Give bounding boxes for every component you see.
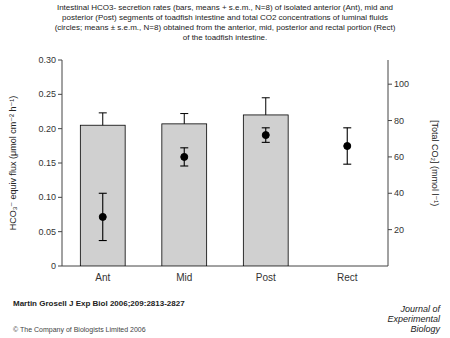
y2-tick	[388, 156, 392, 157]
journal-logo: Journal ofExperimentalBiology	[387, 304, 441, 334]
journal-logo-line: Experimental	[387, 314, 441, 324]
y-tick	[58, 128, 62, 129]
error-bar-stem	[184, 114, 185, 124]
error-bar-stem	[102, 113, 103, 125]
journal-logo-line: Biology	[410, 324, 440, 334]
y-axis-line	[62, 60, 63, 266]
y-tick-label: 0.25	[38, 89, 56, 99]
footer: Martin Grosell J Exp Biol 2006;209:2813-…	[13, 299, 441, 334]
y2-tick-label: 20	[394, 225, 404, 235]
point	[181, 153, 188, 160]
error-bar-stem	[265, 98, 266, 115]
error-bar-cap	[180, 113, 188, 114]
bar	[243, 115, 288, 266]
error-bar-cap	[343, 164, 351, 165]
x-tick-label: Rect	[337, 272, 358, 283]
error-bar-cap	[180, 147, 188, 148]
error-bar	[180, 114, 188, 124]
citation: Martin Grosell J Exp Biol 2006;209:2813-…	[13, 299, 185, 308]
y2-tick	[388, 84, 392, 85]
axes: 0 0.05 0.10 0.15 0.20 0.25 0.30 20 40 60 80 100 Ant M…	[8, 55, 440, 283]
y-axis-title: HCO₃⁻ equiv flux (μmol cm⁻² h⁻¹)	[8, 96, 18, 231]
series-1	[99, 128, 352, 241]
error-bar-cap	[343, 127, 351, 128]
y-tick	[58, 94, 62, 95]
y-tick	[58, 163, 62, 164]
error-bar	[262, 128, 270, 143]
y2-axis-line	[388, 60, 389, 266]
y2-tick-label: 100	[394, 79, 409, 89]
error-bar	[343, 128, 351, 164]
y2-tick	[388, 229, 392, 230]
y2-tick	[388, 120, 392, 121]
y2-tick-label: 60	[394, 152, 404, 162]
y-tick-label: 0.05	[38, 227, 56, 237]
y-tick-label: 0.15	[38, 158, 56, 168]
error-bar	[180, 148, 188, 166]
y-tick	[58, 60, 62, 61]
point	[99, 213, 106, 220]
x-tick-label: Ant	[95, 272, 110, 283]
y-tick	[58, 266, 62, 267]
copyright: © The Company of Biologists Limited 2006	[13, 326, 146, 334]
title-line: (circles; means ± s.e.m., N=8) obtained …	[55, 23, 396, 32]
error-bar-cap	[99, 112, 107, 113]
marks	[80, 98, 351, 266]
error-bar-cap	[99, 240, 107, 241]
error-bar-cap	[262, 142, 270, 143]
error-bar-cap	[180, 165, 188, 166]
error-bar-cap	[262, 127, 270, 128]
y-tick-label: 0.20	[38, 124, 56, 134]
x-tick-label: Mid	[176, 272, 192, 283]
error-bar	[99, 113, 107, 125]
title-line: of the toadfish intestine.	[183, 33, 268, 42]
series-0	[80, 98, 288, 266]
point	[344, 143, 351, 150]
title-line: Intestinal HCO3- secretion rates (bars, …	[57, 3, 393, 12]
y2-axis-title: [Total CO₂] (mmol l⁻¹)	[430, 120, 440, 206]
title-line: posterior (Post) segments of toadfish in…	[62, 13, 388, 22]
title: Intestinal HCO3- secretion rates (bars, …	[55, 3, 396, 42]
y-tick-label: 0	[51, 261, 56, 271]
error-bar	[99, 193, 107, 240]
y-tick	[58, 231, 62, 232]
background	[0, 0, 450, 338]
chart: Intestinal HCO3- secretion rates (bars, …	[0, 0, 450, 338]
bar	[162, 124, 207, 266]
bar	[80, 125, 125, 266]
y-tick-label: 0.10	[38, 192, 56, 202]
error-bar	[262, 98, 270, 115]
point	[262, 132, 269, 139]
journal-logo-line: Journal of	[399, 304, 441, 314]
error-bar-cap	[99, 193, 107, 194]
y2-tick-label: 80	[394, 116, 404, 126]
y-tick-label: 0.30	[38, 55, 56, 65]
y2-tick	[388, 193, 392, 194]
y-tick	[58, 197, 62, 198]
x-tick-label: Post	[256, 272, 276, 283]
error-bar-cap	[262, 97, 270, 98]
y2-tick-label: 40	[394, 188, 404, 198]
